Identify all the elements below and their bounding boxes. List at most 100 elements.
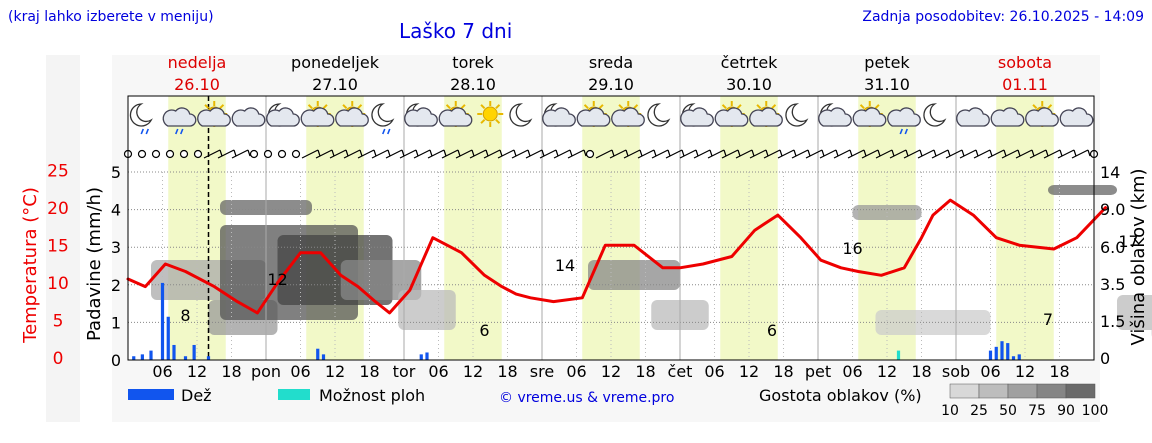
density-swatch <box>1007 383 1038 399</box>
wind-barb-flag <box>345 149 349 157</box>
wind-barb-flag <box>625 149 629 157</box>
wind-barb-flag <box>359 149 363 157</box>
wind-barb <box>469 149 487 159</box>
precipitation-tick-label: 3 <box>111 238 121 257</box>
sun-ray <box>874 104 880 110</box>
sun-ray <box>322 104 328 110</box>
sun-ray <box>1032 104 1038 110</box>
cloud-shape <box>404 107 438 127</box>
wind-barb <box>973 149 991 159</box>
wind-barb-flag <box>219 149 223 157</box>
wind-barb <box>833 149 851 159</box>
moon-shape <box>129 103 153 127</box>
wind-barb <box>945 149 963 159</box>
sun-ray <box>633 104 639 110</box>
wind-barb <box>413 149 431 159</box>
hour-tick-label: 12 <box>187 362 207 381</box>
rain-bar <box>425 352 429 360</box>
cloud-shape <box>714 107 749 127</box>
wind-barb-flag <box>681 149 685 157</box>
wind-barb <box>497 149 515 159</box>
wind-barb <box>1015 149 1033 159</box>
temperature-value-label: 16 <box>842 239 862 258</box>
sun-ray <box>495 118 501 124</box>
hour-tick-label: 12 <box>739 362 759 381</box>
temperature-value-label: 17 <box>1118 232 1138 251</box>
wind-barb <box>763 149 781 159</box>
sun-ray <box>1047 104 1053 110</box>
hour-tick-label: 18 <box>635 362 655 381</box>
precipitation-axis-title: Padavine (mm/h) <box>84 187 105 341</box>
hour-tick-label: 06 <box>980 362 1000 381</box>
sun-cloud-icon <box>576 101 611 127</box>
calm-wind-circle <box>585 149 595 159</box>
wind-barb-flag <box>247 149 251 157</box>
sun-cloud-icon <box>300 101 335 127</box>
wind-barb-flag <box>737 149 741 157</box>
wind-barb <box>861 149 879 159</box>
rain-drop <box>899 128 903 135</box>
wind-barb <box>903 149 921 159</box>
rain-drop <box>175 128 179 135</box>
sun-ray <box>480 104 486 110</box>
credit-text[interactable]: © vreme.us & vreme.pro <box>499 390 674 406</box>
rain-drop <box>140 128 144 135</box>
cloud-shape <box>542 107 576 127</box>
day-name: nedelja <box>168 53 227 72</box>
precipitation-tick-label: 2 <box>111 276 121 295</box>
sun-ray <box>445 104 451 110</box>
wind-barb <box>847 149 865 159</box>
wind-barb <box>455 149 473 159</box>
sun-ray <box>618 104 624 110</box>
wind-barb <box>203 149 221 159</box>
sun-cloud-icon <box>611 101 645 127</box>
wind-barb <box>567 149 585 159</box>
wind-barb <box>679 149 697 159</box>
sun-icon <box>477 101 504 127</box>
wind-barb-flag <box>373 149 377 157</box>
wind-barb-flag <box>415 149 419 157</box>
wind-barb <box>805 149 823 159</box>
moon-rain-icon <box>129 103 153 135</box>
rain-drop <box>180 128 184 135</box>
cloud-height-tick-label: 9.0 <box>1100 200 1125 219</box>
calm-wind-circle <box>165 149 175 159</box>
wind-barb-flag <box>933 149 937 157</box>
temperature-value-label: 14 <box>555 256 575 275</box>
hour-tick-label: 12 <box>601 362 621 381</box>
rain-drop <box>382 128 386 135</box>
sun-ray <box>721 104 727 110</box>
density-swatch <box>1036 383 1067 399</box>
temperature-tick-label: 10 <box>47 274 69 294</box>
sun-disc <box>482 106 498 122</box>
day-name: sreda <box>589 53 633 72</box>
last-updated: Zadnja posodobitev: 26.10.2025 - 14:09 <box>862 9 1144 25</box>
moon-icon <box>509 103 533 127</box>
wind-barb-flag <box>471 149 475 157</box>
hour-tick-label: 06 <box>704 362 724 381</box>
cloud-shape <box>680 107 714 127</box>
density-step-label: 25 <box>970 403 988 419</box>
wind-barb-flag <box>975 149 979 157</box>
density-step-label: 100 <box>1082 403 1109 419</box>
wind-barb-flag <box>1059 149 1063 157</box>
precipitation-tick-label: 5 <box>111 163 121 182</box>
cloud-shape <box>1025 107 1059 127</box>
wind-barb-flag <box>611 149 615 157</box>
rain-bar <box>1000 341 1004 360</box>
cloud-shape <box>852 107 887 127</box>
density-step-label: 75 <box>1028 403 1046 419</box>
hour-tick-label: 12 <box>463 362 483 381</box>
wind-barb <box>483 149 501 159</box>
rain-bar <box>132 356 136 360</box>
calm-wind-circle <box>263 149 273 159</box>
day-name: torek <box>452 53 494 72</box>
wind-barb <box>917 149 935 159</box>
day-date: 30.10 <box>726 75 772 94</box>
cloud-shape <box>438 107 473 127</box>
temperature-line <box>126 198 1107 315</box>
wind-barb <box>875 149 893 159</box>
wind-barb <box>315 149 333 159</box>
sun-cloud-icon <box>714 101 749 127</box>
